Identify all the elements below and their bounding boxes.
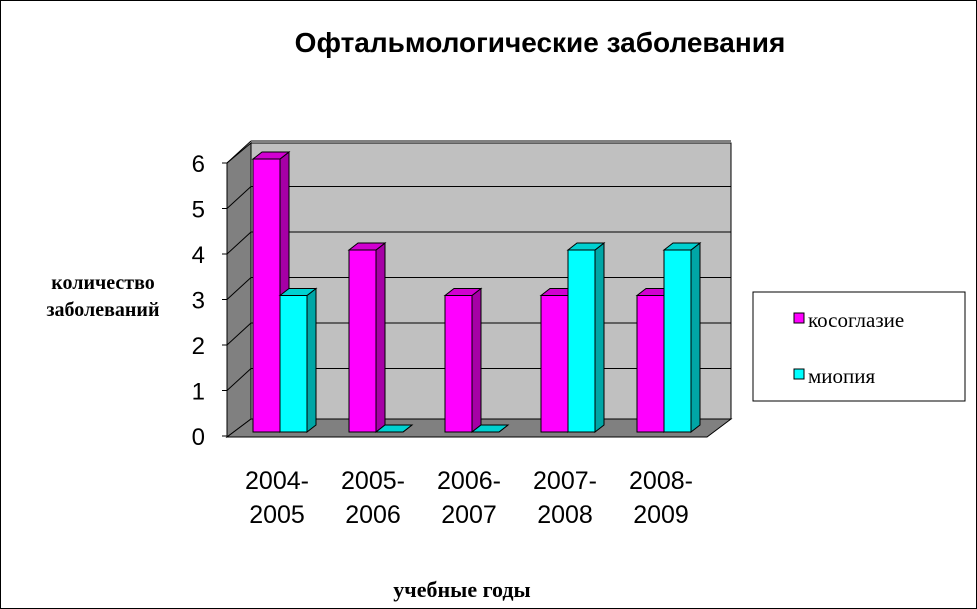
gridline-side	[226, 322, 252, 346]
plot-side-wall	[226, 141, 252, 438]
legend-swatch-strabismus	[793, 312, 805, 324]
x-tick-label: 2006-	[437, 467, 501, 495]
x-tick-label: 2008	[537, 501, 593, 529]
x-axis-label: учебные годы	[393, 577, 530, 602]
bar-myopia-4	[662, 241, 702, 434]
x-tick-label: 2007-	[533, 467, 597, 495]
bar-myopia-0	[278, 287, 318, 434]
y-axis-label-line-1: количество	[51, 272, 155, 294]
legend: косоглазие миопия	[752, 291, 966, 402]
y-axis-label-line-2: заболеваний	[47, 299, 160, 321]
x-tick-label: 2005	[249, 501, 305, 529]
x-tick-label: 2005-	[341, 467, 405, 495]
bar-myopia-1	[374, 424, 414, 433]
y-tick-label: 1	[192, 379, 205, 406]
x-tick-labels: 2004- 2005 2005- 2006 2006- 2007 2007- 2008 2008…	[245, 467, 693, 529]
y-tick-label: 4	[192, 242, 205, 269]
bar-strabismus-2	[443, 287, 483, 434]
legend-label-myopia: миопия	[808, 364, 876, 388]
y-tick-label: 5	[192, 197, 205, 224]
gridline-side	[226, 231, 252, 255]
bar-myopia-3	[566, 241, 606, 434]
x-tick-label: 2009	[633, 501, 689, 529]
y-tick-label: 0	[192, 424, 205, 451]
y-tick-label: 6	[192, 151, 205, 178]
bar-strabismus-0	[251, 150, 291, 434]
x-tick-label: 2008-	[629, 467, 693, 495]
gridline-side	[226, 277, 252, 300]
gridline-side	[226, 368, 252, 391]
x-tick-label: 2006	[345, 501, 401, 529]
gridline-side	[226, 140, 252, 164]
chart-title: Офтальмологические заболевания	[295, 27, 786, 58]
x-tick-label: 2004-	[245, 467, 309, 495]
legend-box	[752, 291, 966, 402]
bar-myopia-2	[470, 424, 510, 433]
bars	[251, 150, 702, 434]
legend-label-strabismus: косоглазие	[808, 308, 904, 332]
gridline-side	[226, 186, 252, 209]
y-tick-label: 2	[192, 333, 205, 360]
legend-swatch-myopia	[793, 368, 805, 380]
bar-strabismus-1	[347, 241, 387, 434]
x-tick-label: 2007	[441, 501, 497, 529]
y-tick-labels: 0 1 2 3 4 5 6	[192, 151, 227, 451]
y-tick-label: 3	[192, 288, 205, 315]
